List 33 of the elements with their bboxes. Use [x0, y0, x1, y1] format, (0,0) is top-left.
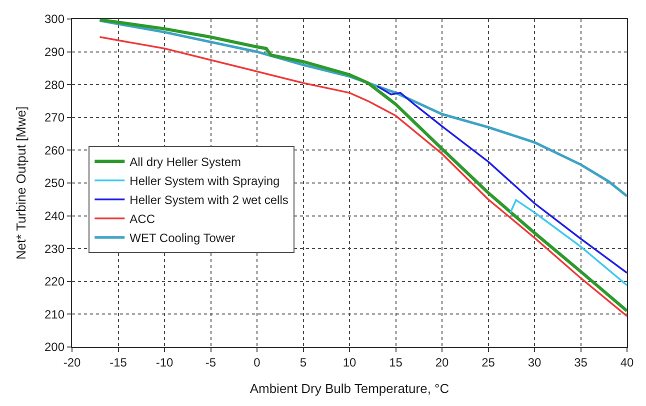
legend-label: Heller System with 2 wet cells — [130, 193, 288, 208]
line-series — [510, 199, 627, 286]
y-tick-label: 300 — [44, 12, 65, 26]
y-tick-label: 220 — [44, 274, 65, 289]
y-tick-label: 260 — [44, 143, 65, 158]
legend-label: Heller System with Spraying — [130, 174, 280, 188]
x-tick-label: 40 — [620, 356, 634, 370]
legend-label: WET Cooling Tower — [130, 231, 236, 246]
y-tick-label: 270 — [44, 110, 65, 125]
y-tick-label: 200 — [44, 340, 65, 354]
y-tick-label: 210 — [44, 307, 65, 322]
x-tick-label: -15 — [110, 356, 128, 370]
y-tick-label: 280 — [44, 78, 65, 92]
x-axis-title: Ambient Dry Bulb Temperature, °C — [250, 381, 450, 396]
x-tick-label: 15 — [389, 356, 403, 370]
x-tick-label: 30 — [528, 356, 542, 370]
legend-label: ACC — [130, 212, 156, 226]
x-tick-label: 20 — [435, 356, 449, 370]
y-tick-label: 250 — [44, 176, 65, 190]
x-tick-label: 0 — [254, 356, 261, 370]
legend-label: All dry Heller System — [130, 155, 242, 170]
y-tick-label: 230 — [44, 242, 65, 256]
x-tick-label: -5 — [205, 356, 216, 370]
line-series — [376, 85, 627, 274]
x-tick-label: 25 — [482, 356, 496, 370]
x-tick-label: 5 — [300, 356, 307, 370]
y-axis-title: Net* Turbine Output [Mwe] — [13, 106, 28, 260]
y-tick-label: 290 — [44, 45, 65, 59]
x-tick-label: 10 — [342, 356, 356, 370]
x-tick-label: 35 — [574, 356, 588, 370]
y-tick-label: 240 — [44, 209, 65, 223]
x-tick-label: -20 — [63, 356, 81, 370]
x-tick-label: -10 — [156, 356, 174, 370]
